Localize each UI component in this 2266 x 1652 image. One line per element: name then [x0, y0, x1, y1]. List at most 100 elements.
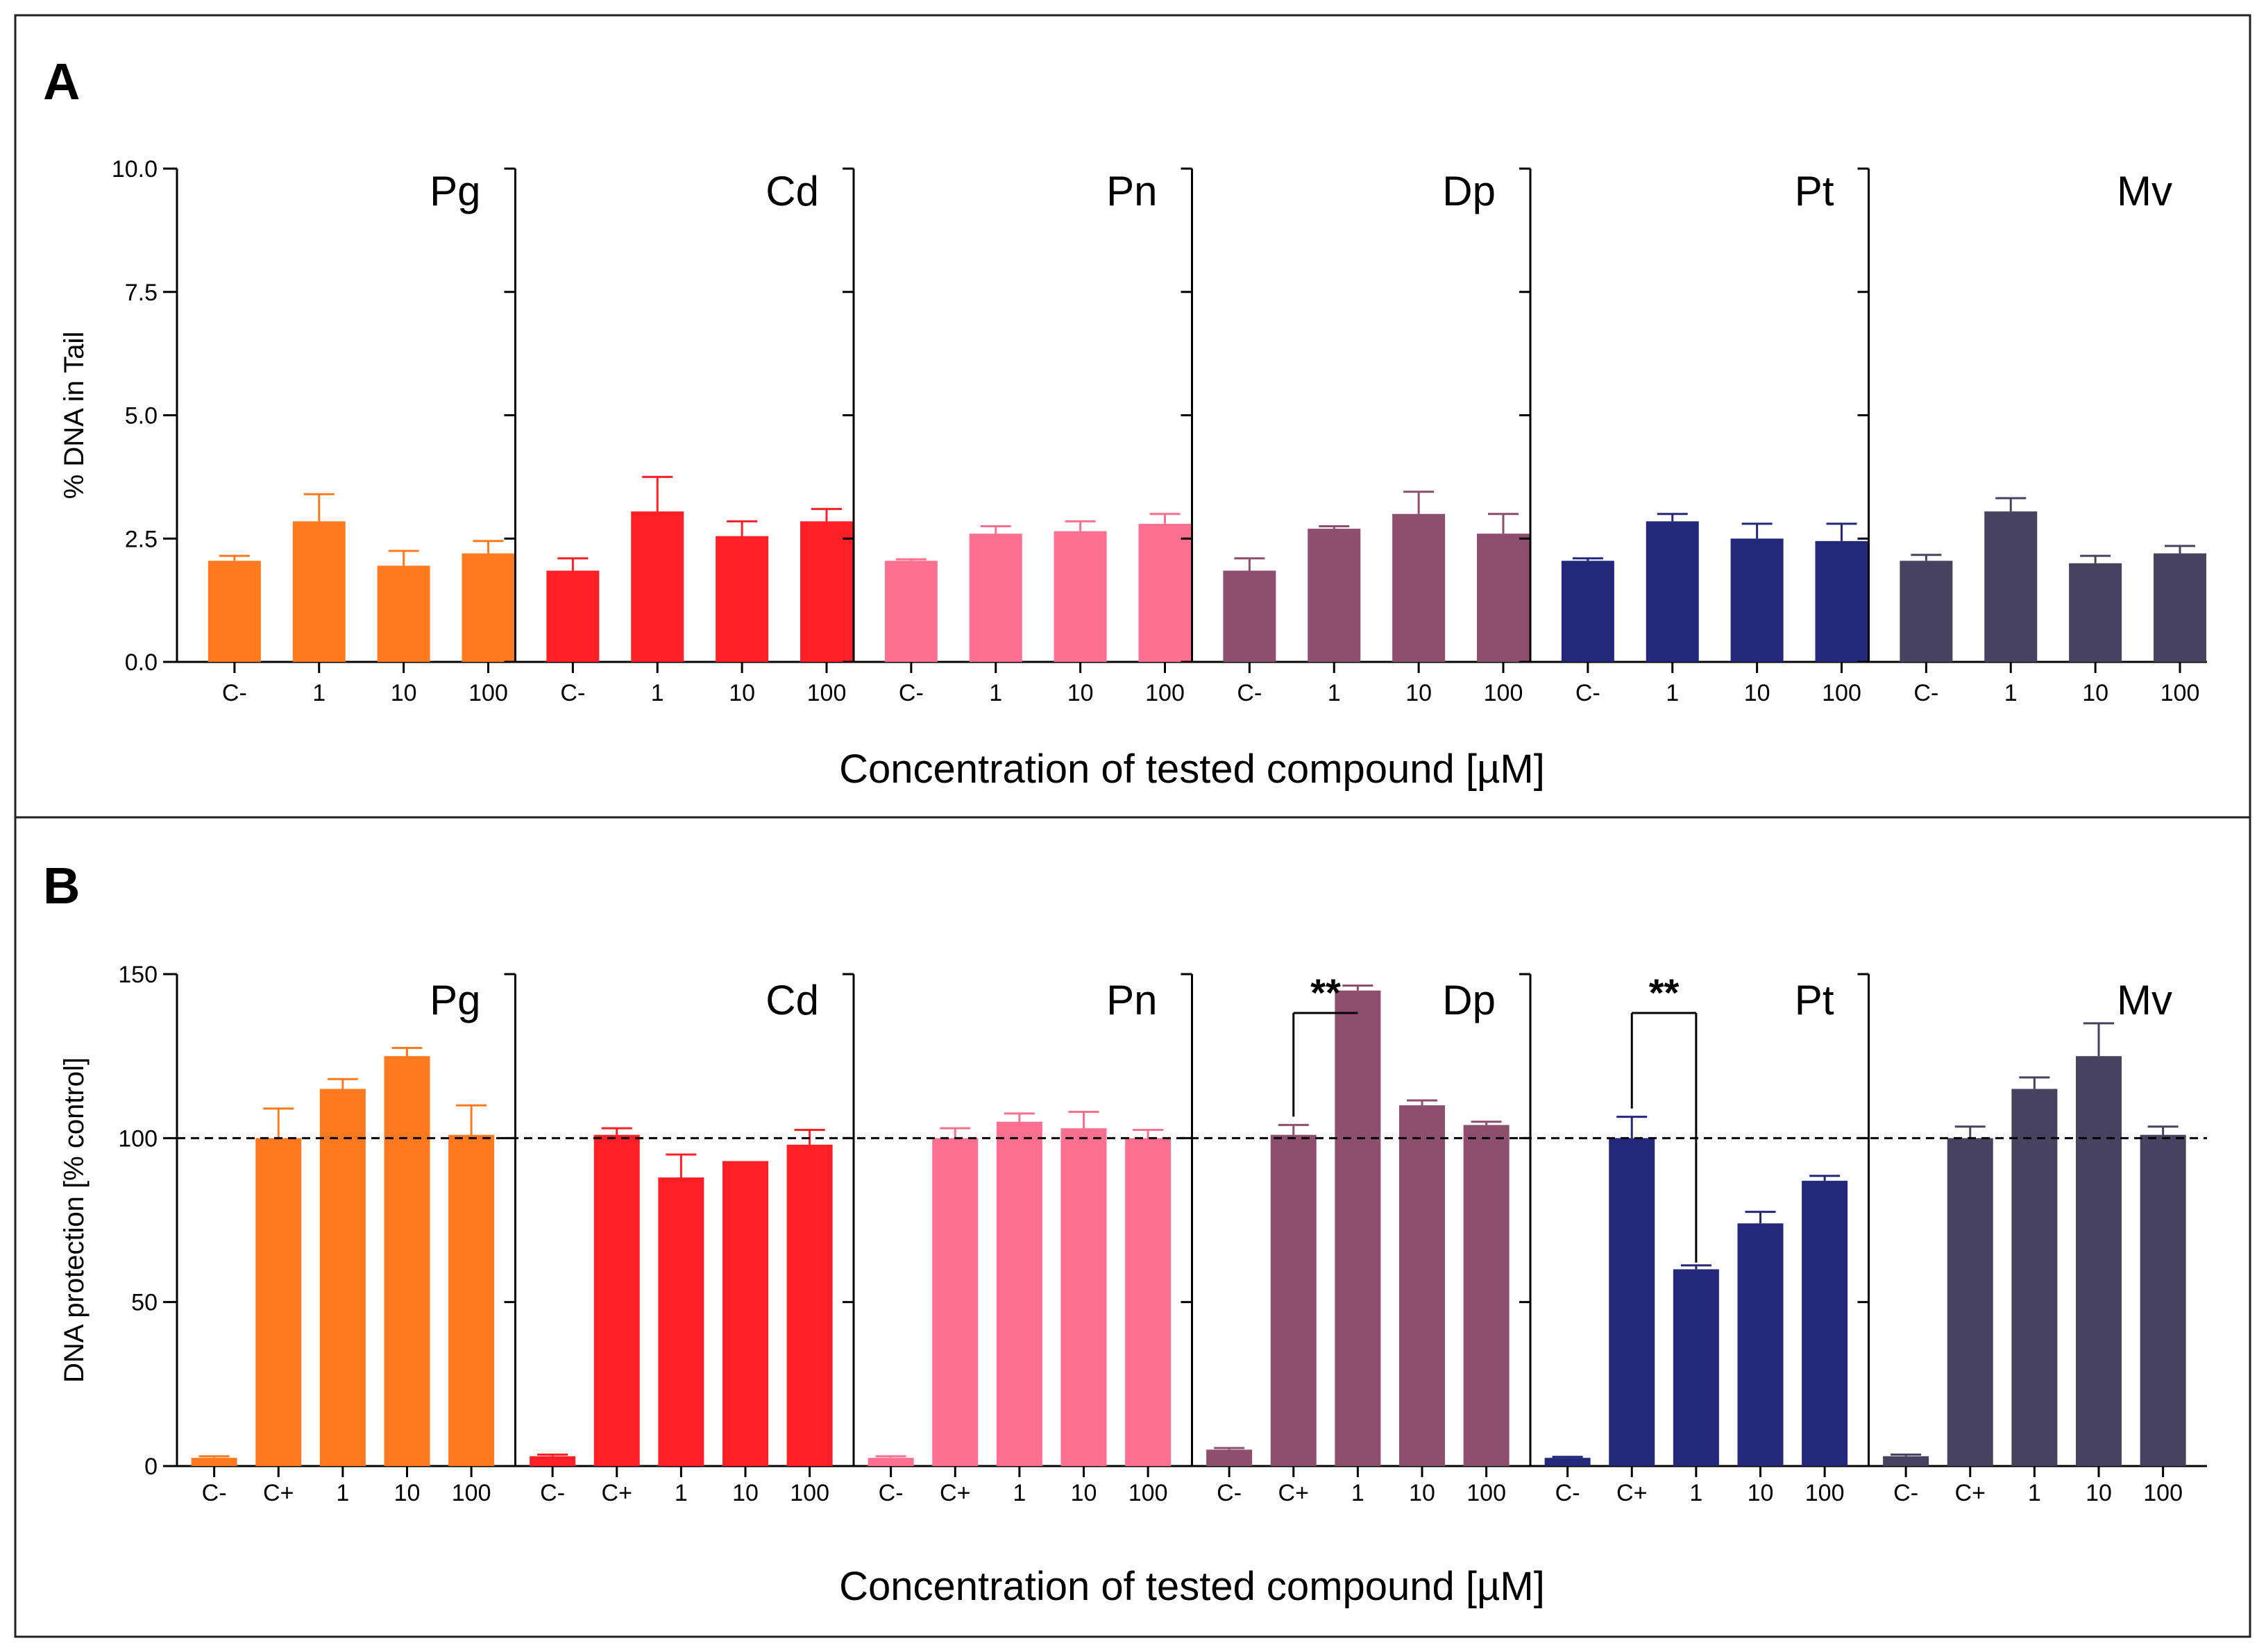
- x-tick-label: 100: [2161, 680, 2200, 706]
- series-name: Mv: [2117, 168, 2172, 214]
- x-tick-label: 100: [1822, 680, 1861, 706]
- bar: [722, 1161, 768, 1466]
- bar: [1883, 1456, 1929, 1466]
- group-pt: Pt C- C+ 1 10 100 **: [1519, 971, 1869, 1506]
- x-tick-label: 1: [1351, 1480, 1364, 1506]
- x-tick-label: C-: [1913, 680, 1938, 706]
- bar: [292, 521, 346, 662]
- bar: [1477, 534, 1530, 662]
- series-name: Dp: [1442, 168, 1496, 214]
- x-tick-label: C-: [1237, 680, 1262, 706]
- x-tick-label: C+: [263, 1480, 294, 1506]
- bar: [1673, 1269, 1719, 1466]
- x-tick-label: 1: [2004, 680, 2018, 706]
- bar: [530, 1456, 576, 1466]
- bar: [191, 1458, 237, 1466]
- x-tick-label: 10: [394, 1480, 421, 1506]
- bar: [1308, 529, 1361, 662]
- group-pn: Pn C- C+ 1 10 100: [843, 973, 1192, 1506]
- x-tick-label: 100: [2143, 1480, 2183, 1506]
- x-tick-label: 1: [675, 1480, 688, 1506]
- bar: [716, 536, 769, 662]
- bar: [2154, 553, 2206, 662]
- x-tick-label: 1: [1013, 1480, 1026, 1506]
- x-tick-label: C-: [1893, 1480, 1918, 1506]
- x-tick-label: 100: [1484, 680, 1523, 706]
- group-pn: Pn C- 1 10 100: [843, 167, 1192, 706]
- x-tick-label: C-: [222, 680, 247, 706]
- x-tick-label: 10: [1748, 1480, 1774, 1506]
- y-tick-label: 10.0: [112, 156, 158, 182]
- x-tick-label: 1: [989, 680, 1002, 706]
- x-tick-label: 10: [1409, 1480, 1435, 1506]
- bar: [1399, 1105, 1445, 1466]
- series-name: Pg: [430, 168, 480, 214]
- y-tick-label: 100: [118, 1125, 158, 1152]
- bar: [800, 521, 853, 662]
- x-tick-label: 10: [2086, 1480, 2112, 1506]
- x-tick-label: C-: [560, 680, 585, 706]
- x-tick-label: 10: [732, 1480, 759, 1506]
- group-mv: Mv C- 1 10 100: [1857, 167, 2207, 706]
- panel-b: B 0 50 100 150 DNA protection [% control] Pg C-…: [14, 816, 2251, 1638]
- bar: [377, 565, 430, 662]
- panel-frame: [14, 816, 2251, 1638]
- bar: [1138, 523, 1192, 662]
- x-axis-label: Concentration of tested compound [µM]: [839, 1564, 1545, 1609]
- x-tick-label: 10: [1744, 680, 1770, 706]
- bar: [969, 534, 1022, 662]
- x-tick-label: 10: [1071, 1480, 1097, 1506]
- x-tick-label: 1: [1689, 1480, 1702, 1506]
- series-name: Pn: [1106, 168, 1157, 214]
- bar: [868, 1458, 914, 1466]
- x-tick-label: 100: [1145, 680, 1185, 706]
- group-mv: Mv C- C+ 1 10 100: [1857, 973, 2207, 1506]
- group-dp: Dp C- 1 10 100: [1181, 167, 1530, 706]
- x-tick-label: 10: [391, 680, 417, 706]
- bar: [384, 1056, 430, 1466]
- y-tick-label: 2.5: [125, 526, 158, 552]
- series-name: Pt: [1795, 168, 1834, 214]
- group-pg: Pg C- C+ 1 10 100: [176, 974, 516, 1506]
- series-name: Pn: [1106, 977, 1157, 1023]
- bar: [1054, 531, 1107, 662]
- bar: [1646, 521, 1699, 662]
- x-tick-label: C-: [1217, 1480, 1242, 1506]
- bar: [1463, 1125, 1510, 1466]
- bar: [1947, 1138, 1993, 1466]
- x-tick-label: 100: [452, 1480, 491, 1506]
- bar: [1544, 1458, 1591, 1466]
- bar: [2011, 1089, 2058, 1466]
- series-name: Dp: [1442, 977, 1496, 1023]
- bar: [1060, 1128, 1107, 1466]
- y-tick-label: 150: [118, 962, 158, 988]
- x-tick-label: 1: [336, 1480, 349, 1506]
- bar: [208, 561, 261, 662]
- series-name: Pt: [1795, 977, 1834, 1023]
- x-tick-label: 1: [312, 680, 325, 706]
- y-axis-label: % DNA in Tail: [59, 332, 90, 500]
- x-axis-label: Concentration of tested compound [µM]: [839, 747, 1545, 792]
- bar: [1125, 1138, 1172, 1466]
- x-tick-label: 10: [1405, 680, 1432, 706]
- x-tick-label: 100: [1128, 1480, 1168, 1506]
- x-tick-label: 10: [729, 680, 755, 706]
- significance-label: **: [1649, 971, 1680, 1014]
- bar: [1561, 561, 1614, 662]
- x-tick-label: C-: [879, 1480, 904, 1506]
- x-tick-label: 10: [1067, 680, 1094, 706]
- x-tick-label: 100: [1466, 1480, 1506, 1506]
- bar: [996, 1121, 1042, 1466]
- significance-label: **: [1310, 971, 1341, 1014]
- group-dp: Dp C- C+ 1 10 100 **: [1181, 971, 1530, 1506]
- bar: [448, 1134, 495, 1466]
- series-name: Pg: [430, 977, 480, 1023]
- bar: [1392, 513, 1446, 662]
- y-tick-label: 50: [131, 1290, 158, 1316]
- x-tick-label: C+: [940, 1480, 970, 1506]
- bar: [2076, 1056, 2122, 1466]
- bar: [546, 570, 600, 662]
- x-tick-label: 100: [790, 1480, 829, 1506]
- y-tick-label: 0.0: [125, 649, 158, 676]
- group-pg: Pg C- 1 10 100: [176, 168, 516, 706]
